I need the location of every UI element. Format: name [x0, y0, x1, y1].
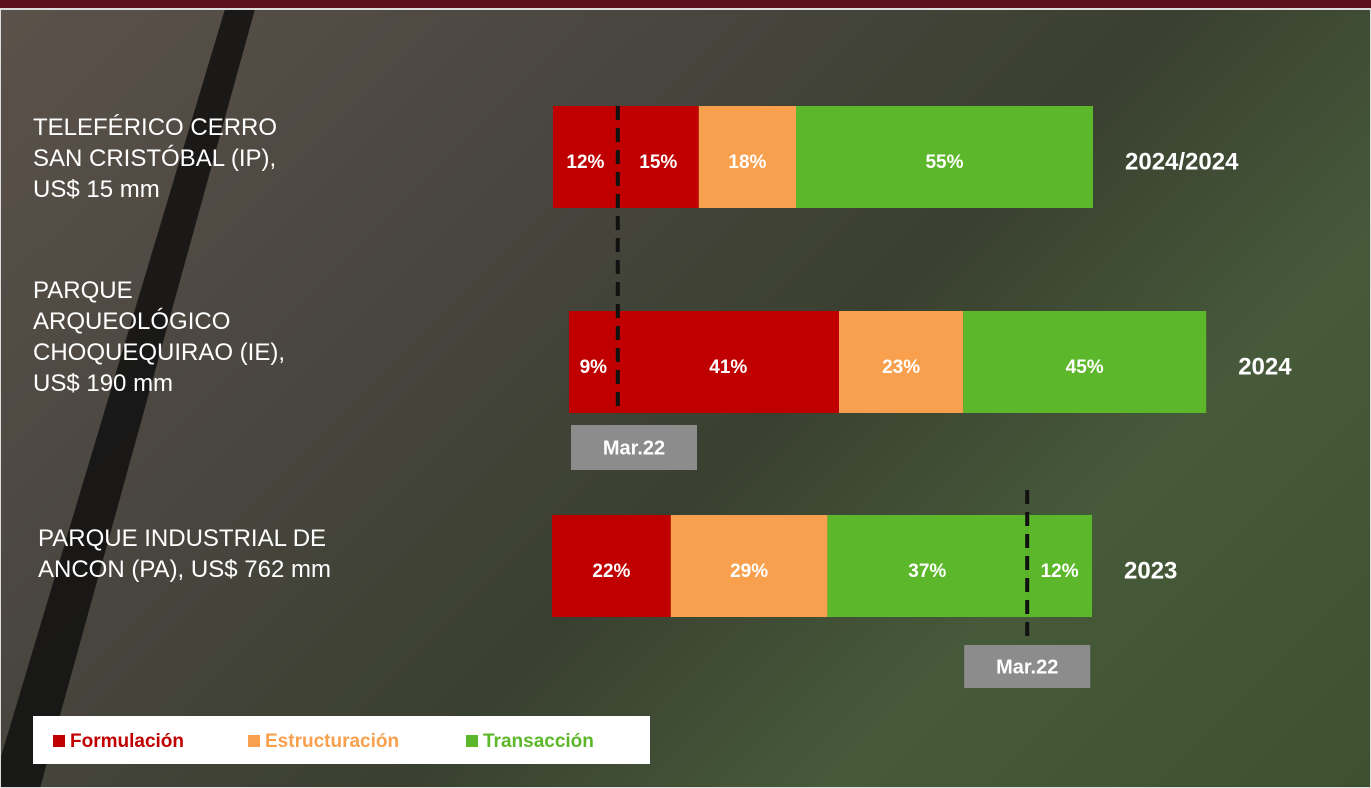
- marker-box: [571, 425, 697, 470]
- value-label: 15%: [639, 152, 677, 173]
- bar-segment: [553, 106, 618, 208]
- bar-segment: [617, 311, 839, 413]
- diagonal-stripe: [0, 9, 255, 788]
- value-label: 41%: [709, 357, 747, 378]
- value-label: 45%: [1066, 357, 1104, 378]
- bar-segment: [670, 515, 828, 617]
- marker-box: [964, 645, 1091, 688]
- end-label: 2024: [1238, 353, 1292, 380]
- legend-swatch: [466, 735, 478, 747]
- legend-swatch: [248, 735, 260, 747]
- legend-label: Estructuración: [265, 731, 399, 752]
- value-label: 37%: [908, 561, 946, 582]
- legend-label: Formulación: [70, 731, 184, 752]
- value-label: 29%: [730, 561, 768, 582]
- bar-segment: [963, 311, 1207, 413]
- value-label: 23%: [882, 357, 920, 378]
- end-label: 2024/2024: [1125, 148, 1239, 175]
- bar-segment: [1027, 515, 1092, 617]
- category-label: TELEFÉRICO CERRO SAN CRISTÓBAL (IP), US$…: [33, 114, 278, 203]
- value-label: 9%: [580, 357, 608, 378]
- frame-border: [0, 8, 1371, 788]
- bar-segment: [839, 311, 964, 413]
- bar-segment: [796, 106, 1093, 208]
- value-label: 12%: [1041, 561, 1079, 582]
- category-label: PARQUE INDUSTRIAL DE ANCON (PA), US$ 762…: [38, 525, 331, 583]
- bar-segment: [827, 515, 1028, 617]
- legend-label: Transacción: [483, 731, 594, 752]
- value-label: 22%: [592, 561, 630, 582]
- end-label: 2023: [1124, 557, 1177, 584]
- marker-label: Mar.22: [996, 656, 1058, 678]
- legend-box: [33, 716, 650, 764]
- marker-label: Mar.22: [603, 437, 665, 459]
- value-label: 18%: [728, 152, 766, 173]
- bar-segment: [552, 515, 671, 617]
- bar-segment: [698, 106, 796, 208]
- category-label: PARQUE ARQUEOLÓGICO CHOQUEQUIRAO (IE), U…: [33, 277, 286, 397]
- bar-segment: [569, 311, 618, 413]
- legend-swatch: [53, 735, 65, 747]
- bar-segment: [617, 106, 699, 208]
- value-label: 55%: [925, 152, 963, 173]
- top-band: [0, 0, 1371, 9]
- value-label: 12%: [566, 152, 604, 173]
